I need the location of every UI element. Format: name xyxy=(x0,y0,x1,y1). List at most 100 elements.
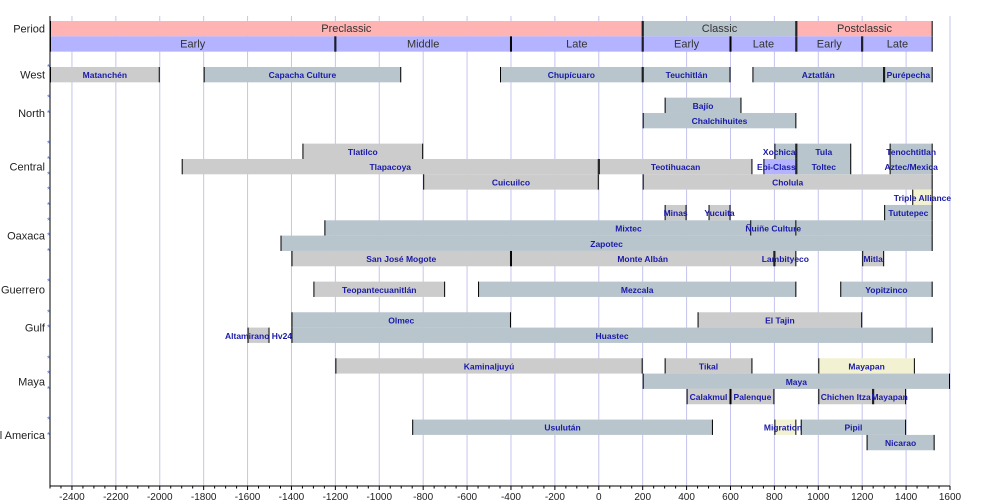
timeline-bar xyxy=(697,312,863,328)
timeline-bar-label: Capacha Culture xyxy=(269,70,337,80)
timeline-bar xyxy=(664,97,742,113)
timeline-bar-label: Chalchihuites xyxy=(692,116,748,126)
x-tick-label: -1200 xyxy=(323,492,349,500)
timeline-bar-label: Bajío xyxy=(693,101,714,111)
note-star-icon: * xyxy=(47,63,50,72)
timeline-bar-label: Matanchén xyxy=(83,70,127,80)
note-star-icon: * xyxy=(47,416,50,425)
x-tick-label: -1400 xyxy=(279,492,305,500)
timeline-bar xyxy=(763,158,797,175)
timeline-bar-label: Palenque xyxy=(734,392,772,402)
row-label-region: Central America xyxy=(0,430,46,442)
note-star-icon: * xyxy=(47,155,50,164)
timeline-bar xyxy=(280,235,933,251)
timeline-bar xyxy=(291,312,511,328)
timeline-bar xyxy=(884,204,933,221)
timeline-bar xyxy=(642,112,797,129)
x-tick-label: 0 xyxy=(596,492,602,500)
x-tick-label: -1800 xyxy=(191,492,217,500)
timeline-bar xyxy=(412,419,713,435)
note-star-icon: * xyxy=(47,385,50,394)
timeline-bar xyxy=(598,158,753,175)
timeline-bar xyxy=(510,250,775,267)
note-star-icon: * xyxy=(47,94,50,103)
timeline-bar xyxy=(889,158,933,175)
note-star-icon: * xyxy=(47,109,50,118)
timeline-bar-label: Teuchitlán xyxy=(666,70,708,80)
timeline-bar xyxy=(752,66,885,83)
x-tick-label: 800 xyxy=(766,492,783,500)
x-tick-label: 1200 xyxy=(851,492,874,500)
timeline-bar-label: Aztatlán xyxy=(802,70,835,80)
timeline-bar-label: Monte Albán xyxy=(617,254,668,264)
timeline-bar xyxy=(796,158,852,175)
timeline-bar xyxy=(203,66,402,83)
timeline-bar xyxy=(774,419,797,435)
timeline-bar-label: Cuicuilco xyxy=(492,177,530,187)
x-tick-label: 200 xyxy=(634,492,651,500)
row-label-region: Oaxaca xyxy=(7,231,46,243)
timeline-bar xyxy=(889,143,933,159)
note-star-icon: * xyxy=(47,232,50,241)
timeline-bar-label: Tikal xyxy=(699,361,718,371)
timeline-bar-label: Teotihuacan xyxy=(651,162,700,172)
timeline-bar-label: Tlapacoya xyxy=(369,162,411,172)
timeline-bar-label: Usulután xyxy=(544,423,580,433)
subperiod-bar xyxy=(796,36,863,52)
timeline-bar xyxy=(774,143,797,159)
subperiod-bar-label: Late xyxy=(566,38,587,50)
timeline-bar-label: Huastec xyxy=(596,331,629,341)
row-label-region: West xyxy=(20,70,45,82)
period-bar-label: Preclassic xyxy=(321,23,372,35)
timeline-bar-label: Tula xyxy=(815,147,832,157)
period-bar-label: Postclassic xyxy=(837,23,893,35)
subperiod-bar xyxy=(862,36,933,52)
timeline-bar xyxy=(750,220,797,236)
note-star-icon: * xyxy=(47,216,50,225)
timeline-bar-label: Toltec xyxy=(812,162,837,172)
timeline-bar-label: Nicarao xyxy=(885,438,916,448)
subperiod-bar-label: Middle xyxy=(407,38,439,50)
subperiod-bar xyxy=(510,36,643,52)
timeline-bar-label: Calakmul xyxy=(690,392,728,402)
timeline-bar-label: El Tajin xyxy=(765,315,795,325)
timeline-bar xyxy=(335,358,643,374)
timeline-bar-label: Altamirano Hv24 xyxy=(225,331,292,341)
timeline-bar xyxy=(730,388,775,405)
x-tick-label: -1000 xyxy=(366,492,392,500)
timeline-bar-label: Mitla xyxy=(863,254,883,264)
timeline-bar xyxy=(664,358,753,374)
timeline-bar-label: Maya xyxy=(786,377,808,387)
timeline-bar-label: Mixtec xyxy=(615,223,642,233)
timeline-bar xyxy=(686,388,731,405)
x-tick-label: -200 xyxy=(545,492,565,500)
timeline-bar-label: Migrations xyxy=(764,423,807,433)
timeline-bar-label: Tlatilco xyxy=(348,147,378,157)
timeline-bar xyxy=(423,174,599,190)
timeline-bar xyxy=(478,281,797,297)
timeline-bar xyxy=(291,250,511,267)
timeline-bar-label: Mayapan xyxy=(871,392,907,402)
timeline-bar-label: Tututepec xyxy=(888,208,928,218)
x-tick-label: -2400 xyxy=(59,492,85,500)
row-label-region: Guerrero xyxy=(1,284,45,296)
timeline-bar-label: Epi-Classic xyxy=(757,162,803,172)
timeline-bar-label: Chupícuaro xyxy=(548,70,595,80)
timeline-bar-label: Lambityeco xyxy=(762,254,809,264)
timeline-bar xyxy=(912,189,933,205)
timeline-bar xyxy=(796,143,852,159)
note-star-icon: * xyxy=(47,354,50,363)
timeline-bar xyxy=(840,281,933,297)
x-tick-label: -1600 xyxy=(235,492,261,500)
timeline-bar xyxy=(500,66,643,83)
timeline-bar xyxy=(818,388,874,405)
timeline-bar-label: Olmec xyxy=(388,315,414,325)
note-star-icon: * xyxy=(47,170,50,179)
timeline-bar-label: Kaminaljuyú xyxy=(464,361,515,371)
timeline-bar-label: San José Mogote xyxy=(366,254,436,264)
timeline-bar-label: Yopitzinco xyxy=(865,285,907,295)
timeline-bar-label: Tenochtitlan xyxy=(886,147,936,157)
x-tick-label: 1600 xyxy=(939,492,962,500)
timeline-bar xyxy=(708,204,731,221)
